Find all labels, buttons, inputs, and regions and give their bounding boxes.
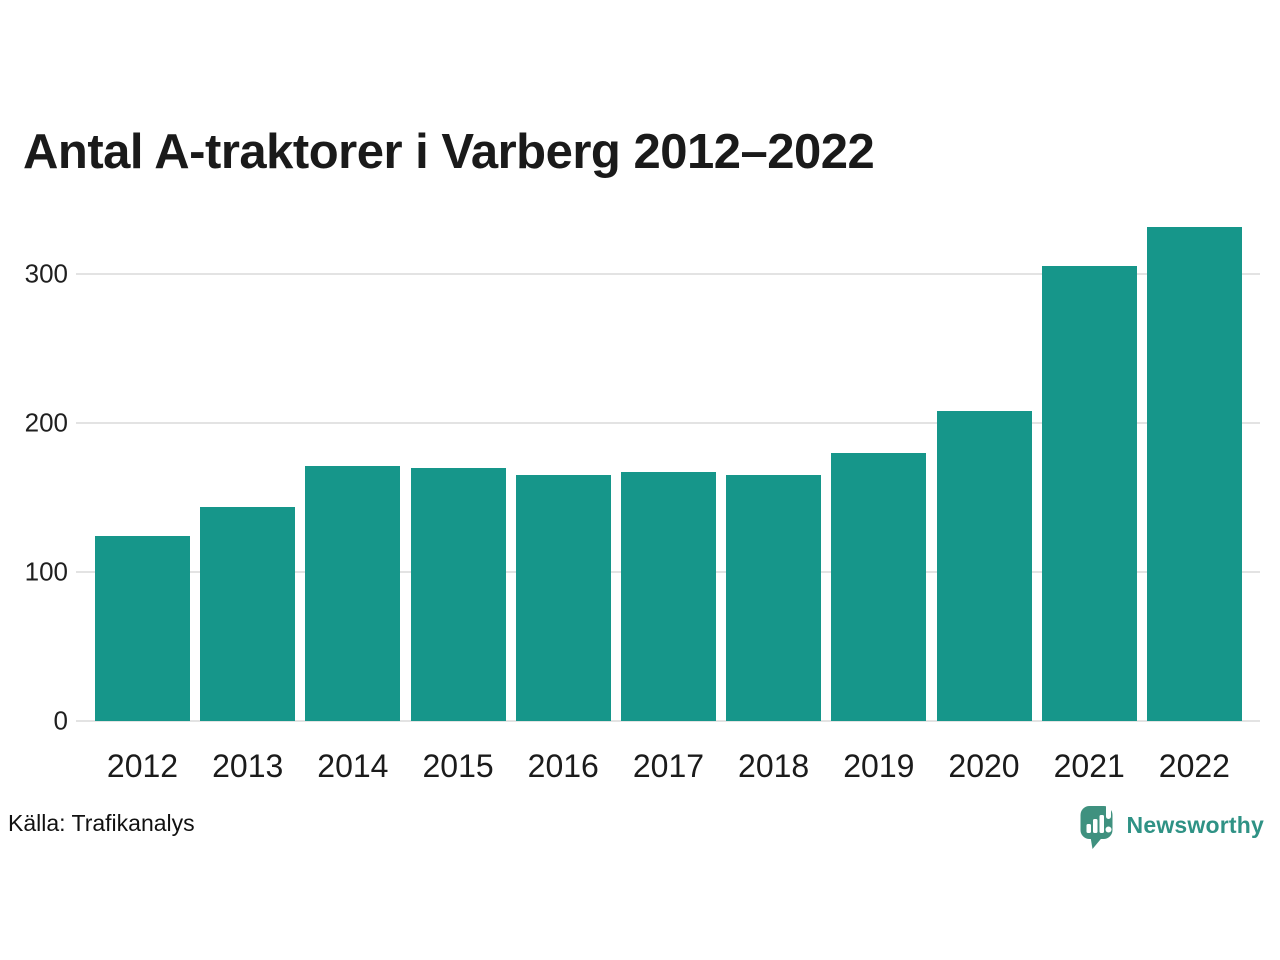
- y-tick-label-0: 0: [53, 705, 68, 736]
- newsworthy-logo-link[interactable]: Newsworthy: [1079, 800, 1264, 850]
- y-axis: 0 100 200 300: [0, 200, 68, 736]
- x-tick-label-2021: 2021: [1053, 748, 1125, 784]
- bar-2016: [515, 475, 611, 721]
- bar-2019: [831, 453, 927, 721]
- x-tick-label-2016: 2016: [527, 748, 599, 784]
- bar-2012: [95, 536, 190, 721]
- y-tick-label-100: 100: [24, 556, 68, 587]
- bar-2018: [726, 475, 822, 721]
- x-tick-label-2013: 2013: [212, 748, 284, 784]
- bar-2014: [305, 466, 401, 721]
- x-tick-label-2015: 2015: [422, 748, 494, 784]
- y-tick-label-200: 200: [24, 407, 68, 438]
- gridline-200: [76, 422, 1260, 425]
- x-tick-label-2014: 2014: [317, 748, 389, 784]
- bar-series: [95, 200, 1242, 721]
- bar-2020: [936, 411, 1032, 721]
- newsworthy-logo-icon: [1079, 800, 1116, 850]
- x-tick-label-2012: 2012: [106, 748, 179, 784]
- bar-2015: [410, 467, 506, 721]
- gridline-300: [76, 273, 1260, 276]
- newsworthy-logo-text: Newsworthy: [1126, 811, 1264, 838]
- gridline-0: [76, 720, 1260, 722]
- x-tick-label-2022: 2022: [1158, 748, 1230, 784]
- x-tick-label-2017: 2017: [632, 748, 705, 784]
- chart-title: Antal A-traktorer i Varberg 2012–2022: [23, 125, 875, 179]
- x-tick-label-2020: 2020: [948, 748, 1020, 784]
- source-note: Källa: Trafikanalys: [8, 810, 195, 836]
- bar-2022: [1146, 226, 1242, 721]
- x-axis: 2012 2013 2014 2015 2016 2017 2018 2019 2020 2021…: [95, 748, 1242, 785]
- bar-2017: [620, 472, 716, 721]
- y-tick-label-300: 300: [24, 258, 68, 289]
- x-tick-label-2018: 2018: [738, 748, 810, 784]
- x-tick-label-2019: 2019: [843, 748, 915, 784]
- plot-area: [76, 200, 1260, 722]
- bar-2013: [200, 506, 296, 721]
- bar-2021: [1041, 265, 1137, 721]
